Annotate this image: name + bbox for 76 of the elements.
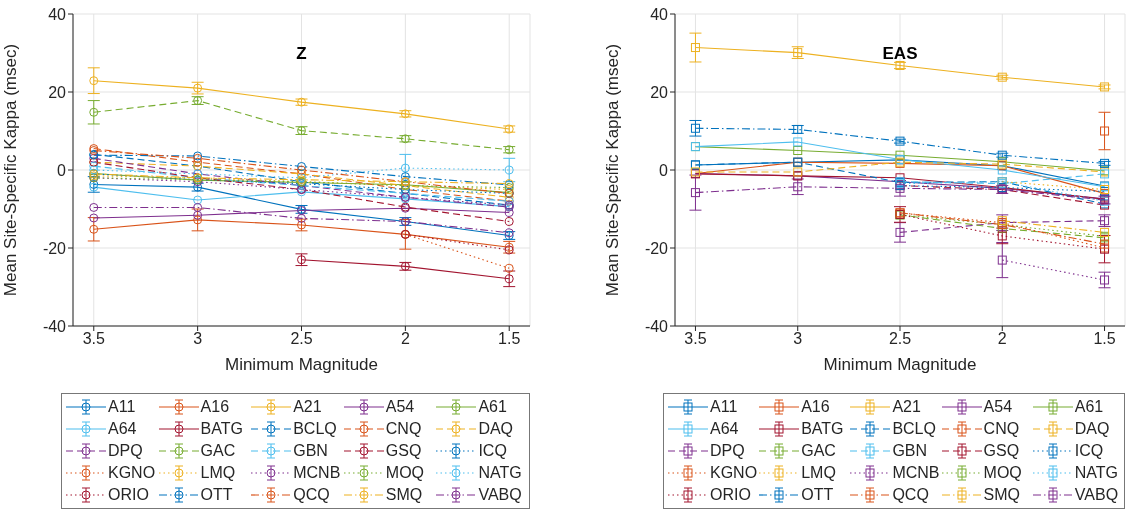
legend-label: GSQ xyxy=(385,442,422,460)
y-tick-label: 20 xyxy=(650,83,669,101)
legend-label: SMQ xyxy=(983,486,1021,504)
legend-label: A16 xyxy=(200,398,230,416)
legend-label: GBN xyxy=(293,442,328,460)
legend-label: KGNO xyxy=(108,464,156,482)
legend-label: CNQ xyxy=(983,420,1020,438)
legend-label: A16 xyxy=(801,398,830,416)
legend-label: MOQ xyxy=(983,464,1022,482)
y-tick-label: -20 xyxy=(42,239,67,257)
legend-label: LMQ xyxy=(801,464,836,482)
legend-label: CNQ xyxy=(385,420,422,438)
legend-label: A54 xyxy=(983,398,1013,416)
legend-label: NATG xyxy=(1074,464,1119,482)
legend-label: NATG xyxy=(478,464,522,482)
legend-label: LMQ xyxy=(200,464,236,482)
legend-label: KGNO xyxy=(710,464,758,482)
legend-label: MCNB xyxy=(892,464,940,482)
x-tick-label: 2 xyxy=(997,330,1007,348)
legend-label: QCQ xyxy=(892,486,929,504)
x-tick-label: 3.5 xyxy=(82,330,105,348)
y-tick-label: -20 xyxy=(644,239,669,257)
legend-label: QCQ xyxy=(293,486,330,504)
legend-label: VABQ xyxy=(1074,486,1119,504)
legend-label: A61 xyxy=(478,398,507,416)
legend-label: ICQ xyxy=(1074,442,1104,460)
x-tick-label: 2.5 xyxy=(290,330,313,348)
x-axis-title: Minimum Magnitude xyxy=(823,355,977,374)
legend-label: OTT xyxy=(801,486,834,504)
text: Z xyxy=(295,44,308,64)
x-tick-label: 3 xyxy=(793,330,803,348)
legend-label: MCNB xyxy=(293,464,341,482)
legend-label: A21 xyxy=(892,398,921,416)
legend-label: GAC xyxy=(200,442,236,460)
y-tick-label: -40 xyxy=(42,317,67,335)
text: EAS xyxy=(881,44,919,64)
legend-label: A11 xyxy=(710,398,738,416)
legend-label: ICQ xyxy=(478,442,507,460)
x-axis-title: Minimum Magnitude xyxy=(224,355,379,374)
y-tick-label: 20 xyxy=(48,83,67,101)
x-tick-label: 1.5 xyxy=(498,330,521,348)
legend-label: OTT xyxy=(200,486,233,504)
y-axis-title: Mean Site-Specific Kappa (msec) xyxy=(1,43,21,297)
y-tick-label: -40 xyxy=(644,317,669,335)
legend-label: VABQ xyxy=(478,486,522,504)
y-axis-title: Mean Site-Specific Kappa (msec) xyxy=(603,43,623,297)
legend-label: ORIO xyxy=(108,486,149,504)
x-tick-label: 3.5 xyxy=(684,330,707,348)
legend-label: DPQ xyxy=(108,442,143,460)
legend-label: A21 xyxy=(293,398,322,416)
legend-label: BCLQ xyxy=(892,420,936,438)
legend-label: DAQ xyxy=(478,420,514,438)
x-tick-label: 2.5 xyxy=(888,330,912,348)
y-tick-label: 0 xyxy=(57,161,67,179)
legend-label: A11 xyxy=(108,398,136,416)
legend-label: SMQ xyxy=(385,486,423,504)
y-tick-label: 40 xyxy=(650,5,669,23)
x-tick-label: 1.5 xyxy=(1093,330,1116,348)
y-tick-label: 0 xyxy=(659,161,669,179)
legend-label: A64 xyxy=(108,420,137,438)
legend-label: BATG xyxy=(801,420,844,438)
legend-label: A54 xyxy=(385,398,415,416)
legend-label: A64 xyxy=(710,420,739,438)
legend-label: A61 xyxy=(1074,398,1104,416)
x-tick-label: 2 xyxy=(400,330,410,348)
legend-label: GSQ xyxy=(983,442,1020,460)
legend-label: BCLQ xyxy=(293,420,337,438)
legend-label: DAQ xyxy=(1074,420,1110,438)
legend-label: GAC xyxy=(801,442,836,460)
legend-label: MOQ xyxy=(385,464,425,482)
legend-label: GBN xyxy=(892,442,928,460)
legend-label: ORIO xyxy=(710,486,751,504)
y-tick-label: 40 xyxy=(48,5,67,23)
legend-label: BATG xyxy=(200,420,243,438)
x-tick-label: 3 xyxy=(193,330,203,348)
legend-label: DPQ xyxy=(710,442,745,460)
